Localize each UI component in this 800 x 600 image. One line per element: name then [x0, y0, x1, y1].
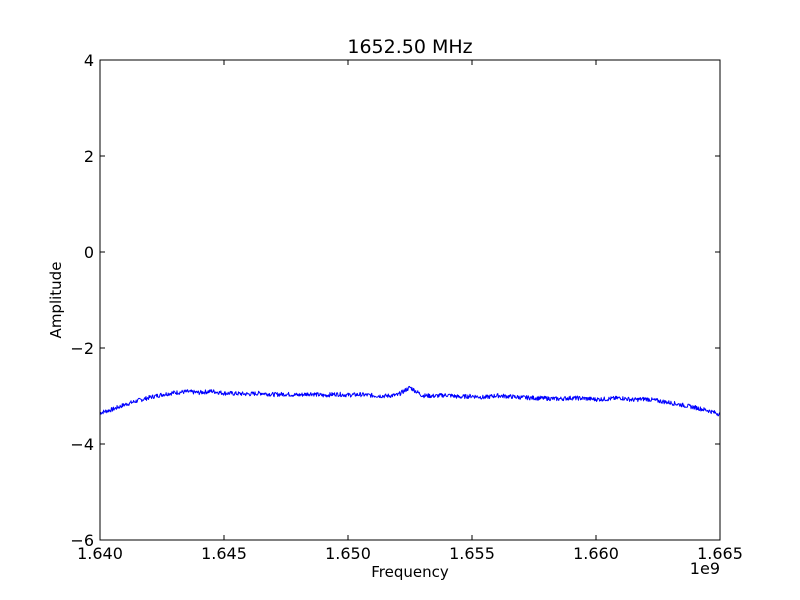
x-tick-label: 1.645 [201, 544, 247, 563]
y-tick-label: 4 [84, 51, 94, 70]
y-axis-title: Amplitude [47, 262, 65, 339]
plot-frame [99, 59, 721, 541]
x-tick-label: 1.650 [325, 544, 371, 563]
y-tick-label: 0 [84, 243, 94, 262]
x-tick-label: 1.660 [573, 544, 619, 563]
y-tick-label: −2 [70, 339, 94, 358]
y-tick-label: −6 [70, 531, 94, 550]
x-tick-label: 1.655 [449, 544, 495, 563]
x-axis-title: Frequency [371, 563, 449, 581]
y-tick-label: −4 [70, 435, 94, 454]
x-tick-label: 1.640 [77, 544, 123, 563]
x-tick-label: 1.665 [697, 544, 743, 563]
chart-title: 1652.50 MHz [347, 36, 472, 58]
tick-layer: 1.640 1.645 1.650 1.655 1.660 1.665 4 2 0 −2 −4 −6 [70, 51, 743, 563]
y-tick-label: 2 [84, 147, 94, 166]
series-line [99, 385, 721, 417]
plot-layer [99, 385, 721, 417]
x-offset-label: 1e9 [690, 559, 720, 578]
